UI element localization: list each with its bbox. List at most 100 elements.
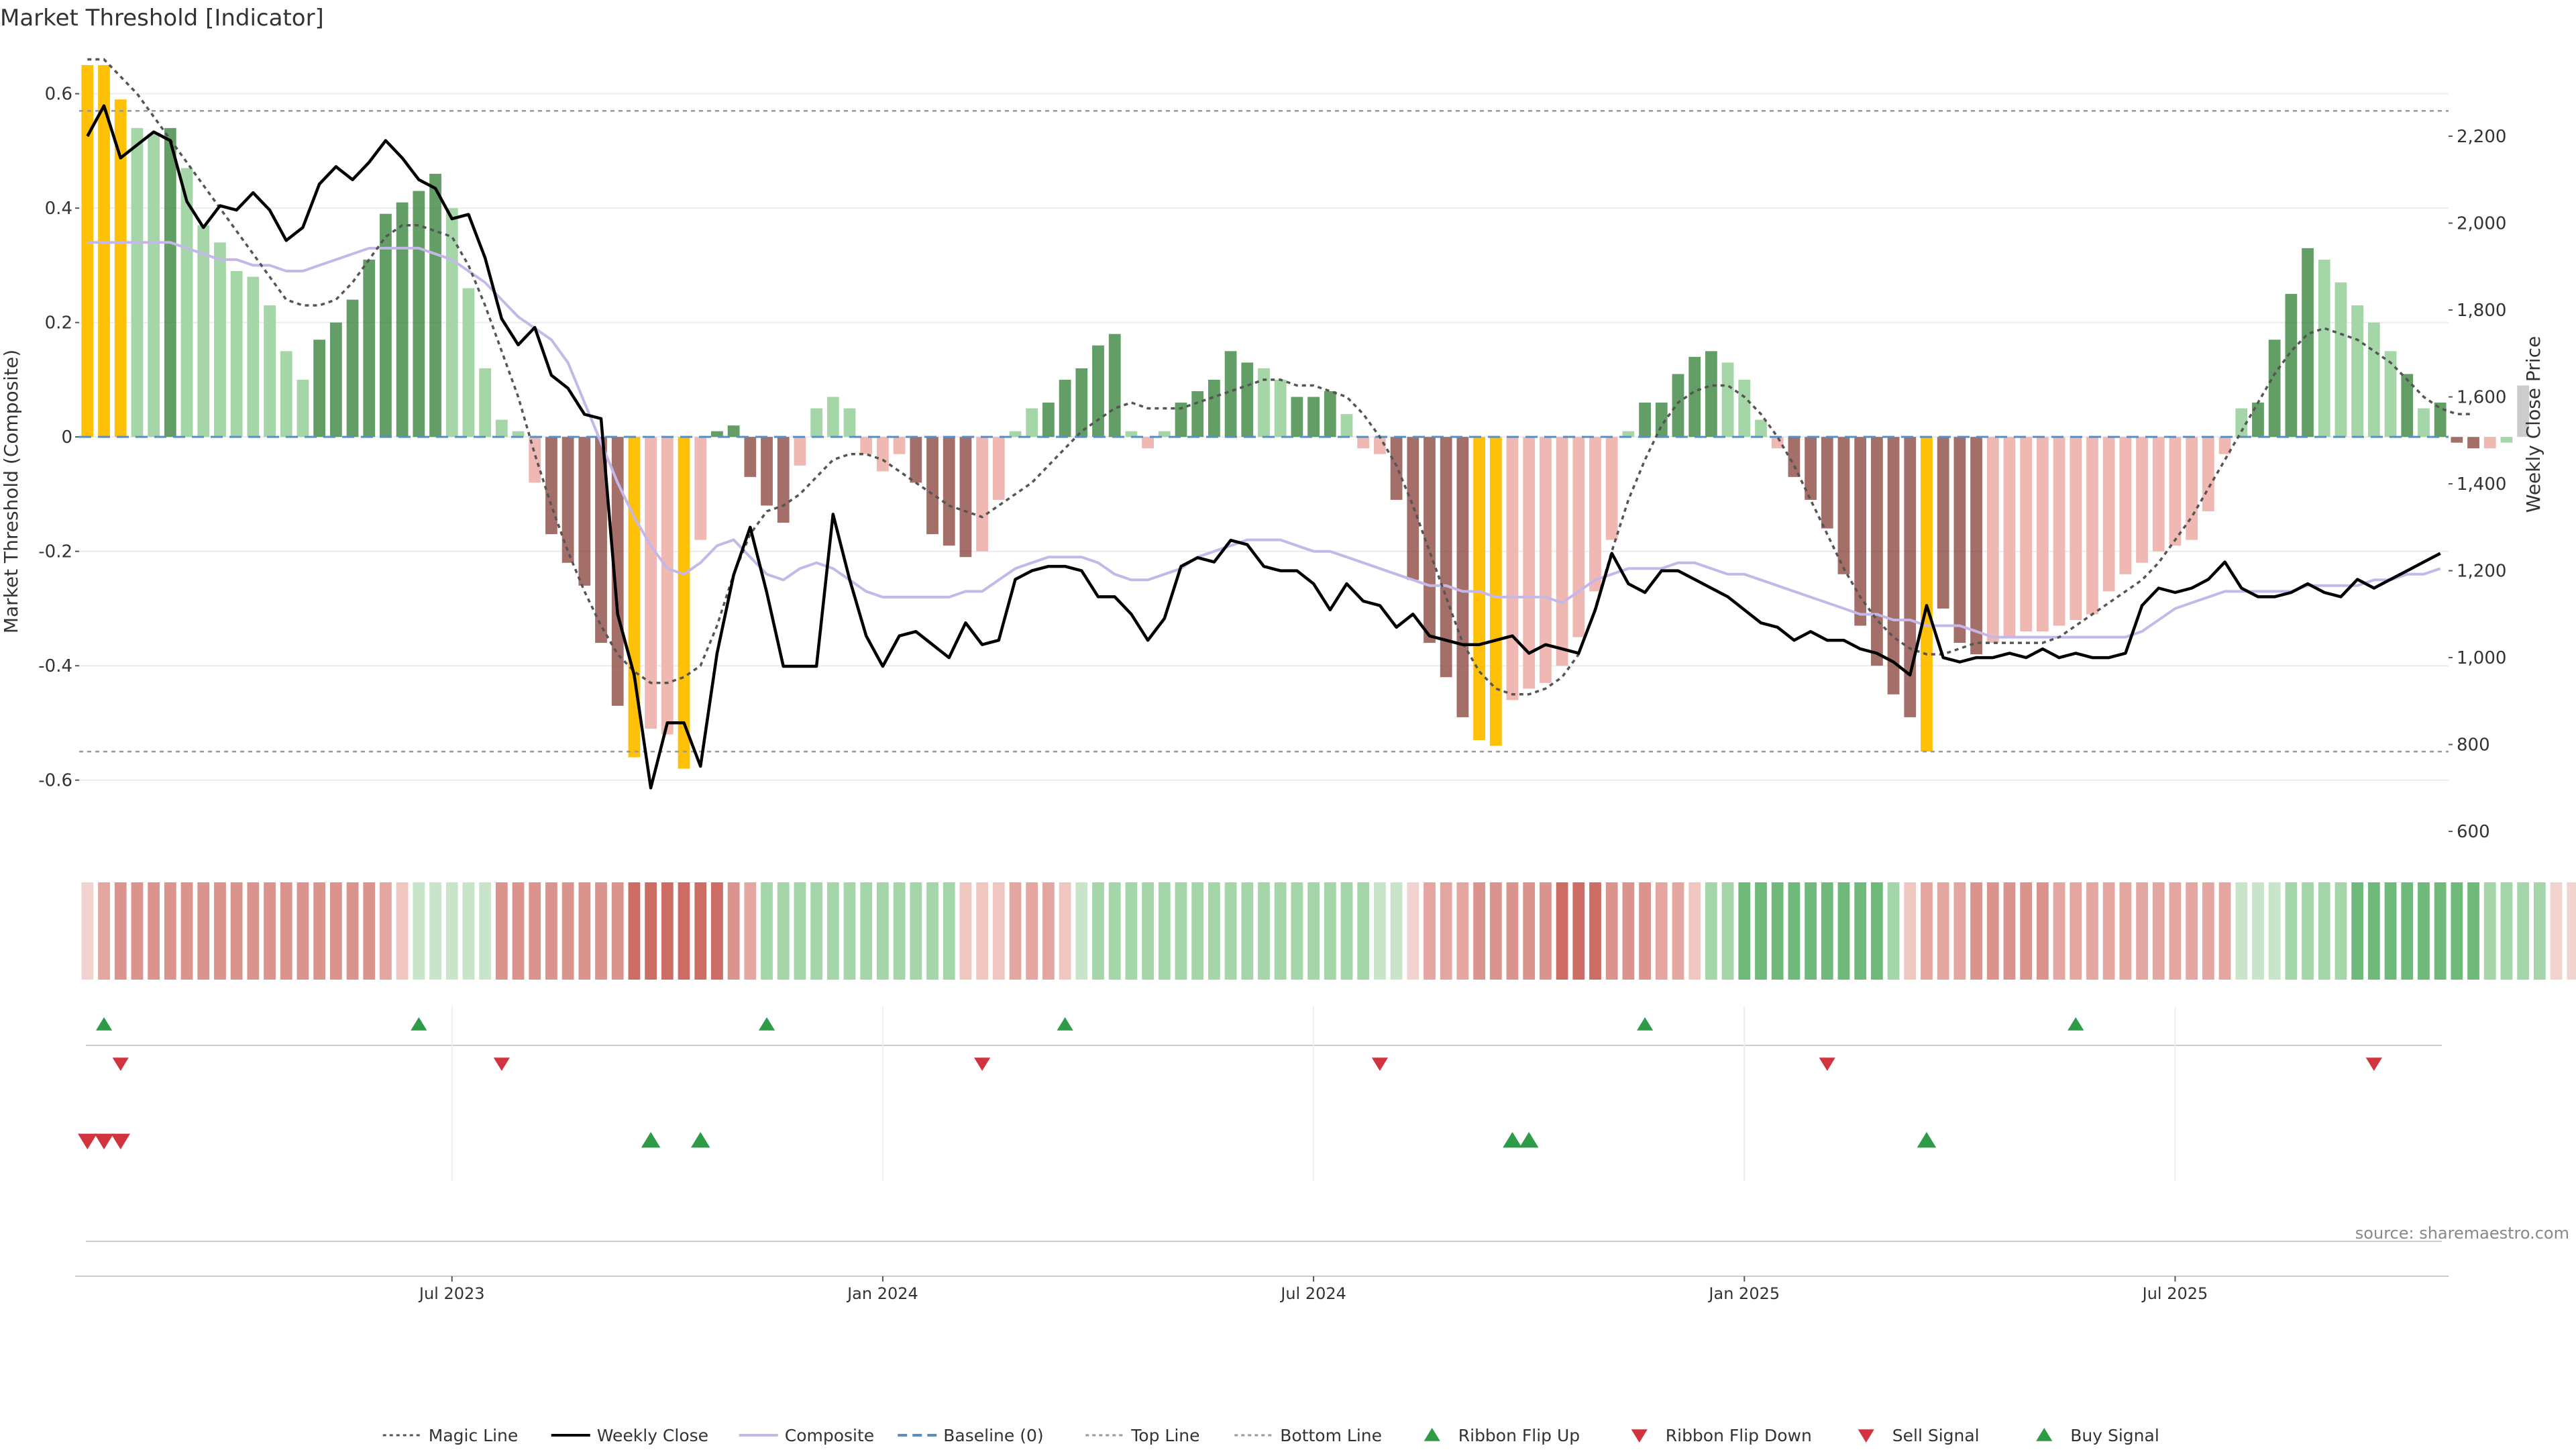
composite-bar xyxy=(1672,374,1684,437)
ribbon-flip-up-marker xyxy=(411,1017,427,1031)
ribbon-cell xyxy=(495,882,508,980)
ribbon-cell xyxy=(877,882,889,980)
composite-bar xyxy=(1142,437,1154,449)
composite-bar xyxy=(794,437,806,466)
composite-bar xyxy=(2102,437,2115,592)
ribbon-cell xyxy=(943,882,955,980)
ribbon-flip-down-marker xyxy=(112,1057,129,1071)
composite-bar xyxy=(2285,294,2298,437)
composite-bar xyxy=(1026,408,1038,437)
ribbon-cell xyxy=(1937,882,1949,980)
composite-bar xyxy=(2434,403,2447,437)
signals-layer xyxy=(78,1006,2442,1242)
ribbon-cell xyxy=(561,882,574,980)
composite-bar xyxy=(1986,437,1999,643)
composite-bar xyxy=(180,168,193,437)
composite-bar xyxy=(1324,391,1336,437)
composite-bar xyxy=(1721,362,1734,437)
ribbon-cell xyxy=(2483,882,2496,980)
composite-bar xyxy=(2119,437,2132,574)
ribbon-cell xyxy=(1407,882,1419,980)
ribbon-cell xyxy=(1672,882,1684,980)
ribbon-cell xyxy=(1921,882,1933,980)
axes-layer: 0.6 0.4 0.2 0 -0.2 -0.4 -0.6 2,200 2,000 1,800 1,6… xyxy=(0,85,2544,1303)
ribbon-cell xyxy=(2070,882,2082,980)
ribbon-cell xyxy=(893,882,906,980)
y2-tick-label: 600 xyxy=(2457,822,2490,842)
ribbon-cell xyxy=(1440,882,1452,980)
composite-bar xyxy=(1340,414,1353,437)
ribbon-cell xyxy=(2302,882,2314,980)
ribbon-cell xyxy=(1390,882,1403,980)
legend-label: Top Line xyxy=(1130,1426,1199,1445)
composite-bar xyxy=(2318,259,2330,437)
ribbon-cell xyxy=(2152,882,2165,980)
ribbon-cell xyxy=(1688,882,1701,980)
ribbon-cell xyxy=(1108,882,1121,980)
composite-bar xyxy=(545,437,557,535)
composite-bar xyxy=(1059,379,1071,437)
composite-bar xyxy=(2086,437,2098,615)
composite-bar xyxy=(512,431,525,437)
ribbon-flip-down-marker xyxy=(2365,1057,2382,1071)
composite-bar xyxy=(280,351,292,437)
ribbon-cell xyxy=(81,882,94,980)
ribbon-cell xyxy=(2102,882,2115,980)
composite-bar xyxy=(2367,322,2380,437)
composite-bar xyxy=(2467,437,2479,449)
composite-bar xyxy=(2451,437,2463,443)
composite-bar xyxy=(1556,437,1568,666)
ribbon-flip-up-marker xyxy=(95,1017,113,1031)
composite-bar xyxy=(2070,437,2082,620)
ribbon-cell xyxy=(462,882,475,980)
ribbon-cell xyxy=(2517,882,2530,980)
composite-bar xyxy=(297,379,309,437)
composite-bar xyxy=(164,127,176,437)
composite-bar xyxy=(1125,431,1138,437)
composite-bar xyxy=(561,437,574,563)
composite-bar xyxy=(1953,437,1966,643)
composite-bar xyxy=(363,259,376,437)
composite-bar xyxy=(1655,403,1668,437)
ribbon-cell xyxy=(578,882,591,980)
composite-bar xyxy=(826,397,839,437)
ribbon-cell xyxy=(329,882,342,980)
composite-bar xyxy=(893,437,906,454)
composite-bar xyxy=(1473,437,1485,741)
buy-signal-marker xyxy=(1503,1132,1522,1148)
composite-bar xyxy=(926,437,938,535)
composite-bar xyxy=(628,437,641,758)
ribbon-cell xyxy=(2218,882,2231,980)
ribbon-cell xyxy=(114,882,127,980)
ribbon-cell xyxy=(1224,882,1237,980)
ribbon-cell xyxy=(131,882,144,980)
ribbon-cell xyxy=(1805,882,1817,980)
composite-bar xyxy=(910,437,922,483)
ribbon-cell xyxy=(1357,882,1370,980)
composite-bar xyxy=(1506,437,1519,701)
composite-bar xyxy=(1424,437,1436,643)
legend-label: Sell Signal xyxy=(1892,1426,1980,1445)
ribbon-cell xyxy=(2169,882,2182,980)
composite-bar xyxy=(959,437,972,558)
composite-bar xyxy=(1357,437,1370,449)
composite-bar xyxy=(661,437,674,735)
legend-label: Bottom Line xyxy=(1280,1426,1382,1445)
composite-bar xyxy=(2252,403,2264,437)
composite-bar xyxy=(1904,437,1917,717)
ribbon-cell xyxy=(413,882,425,980)
y2-tick-label: 2,000 xyxy=(2457,214,2506,234)
ribbon-cell xyxy=(2384,882,2397,980)
buy-signal-marker xyxy=(641,1132,661,1148)
ribbon-cell xyxy=(180,882,193,980)
composite-bar xyxy=(148,134,160,437)
composite-bar xyxy=(1009,431,1022,437)
legend-label: Baseline (0) xyxy=(943,1426,1043,1445)
composite-bar xyxy=(396,202,409,437)
ribbon-cell xyxy=(1374,882,1386,980)
ribbon-cell xyxy=(1473,882,1485,980)
composite-bar xyxy=(247,276,260,437)
composite-bar xyxy=(2218,437,2231,454)
ribbon-cell xyxy=(761,882,773,980)
composite-bar xyxy=(595,437,607,643)
